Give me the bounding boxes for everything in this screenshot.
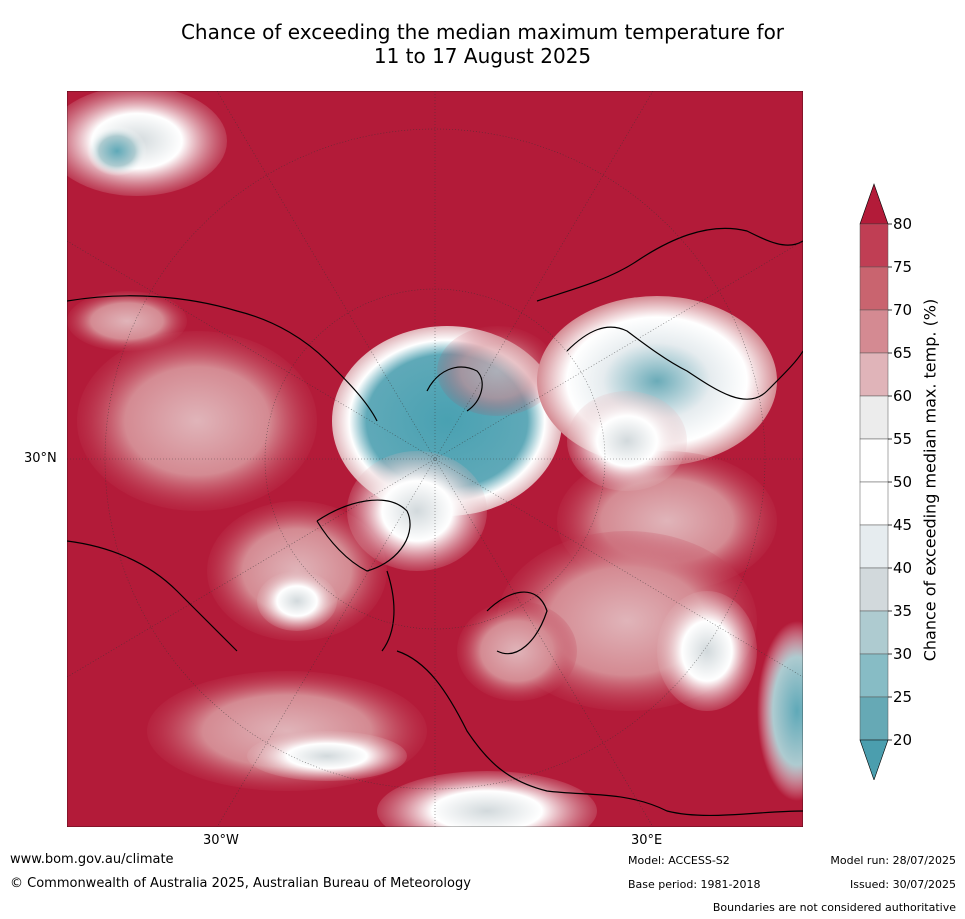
colorbar-swatch — [859, 696, 889, 741]
colorbar-swatch — [859, 223, 889, 268]
region-north-america — [77, 331, 317, 511]
colorbar-tick-label: 60 — [893, 387, 912, 405]
colorbar-top-arrow — [859, 183, 889, 225]
copyright-text: © Commonwealth of Australia 2025, Austra… — [10, 876, 471, 891]
colorbar-swatch — [859, 653, 889, 698]
colorbar-tick-label: 45 — [893, 516, 912, 534]
colorbar-tick-label: 65 — [893, 344, 912, 362]
colorbar-swatch — [859, 481, 889, 526]
website-link[interactable]: www.bom.gov.au/climate — [10, 852, 174, 867]
region-europe — [457, 601, 577, 701]
colorbar-tick-label: 35 — [893, 602, 912, 620]
title-line-2: 11 to 17 August 2025 — [373, 44, 592, 68]
base-period-text: Base period: 1981-2018 — [628, 878, 761, 891]
colorbar-swatch — [859, 610, 889, 655]
issued-text: Issued: 30/07/2025 — [849, 878, 956, 891]
colorbar-tick-label: 20 — [893, 731, 912, 749]
map-title: Chance of exceeding the median maximum t… — [0, 20, 965, 68]
colorbar: 80 75 70 65 60 55 50 45 40 35 30 25 20 — [859, 183, 912, 780]
coastlines — [67, 227, 803, 817]
colorbar-tick-label: 40 — [893, 559, 912, 577]
lat-label-30n: 30°N — [24, 451, 57, 466]
model-text: Model: ACCESS-S2 — [628, 854, 730, 867]
colorbar-tick-label: 75 — [893, 258, 912, 276]
colorbar-swatch — [859, 266, 889, 311]
colorbar-bottom-arrow — [859, 739, 889, 780]
colorbar-ticks: 80 75 70 65 60 55 50 45 40 35 30 25 20 — [888, 215, 912, 749]
region-north-africa — [377, 771, 597, 827]
colorbar-swatch — [859, 567, 889, 612]
graticule — [67, 91, 803, 827]
forecast-map — [67, 91, 803, 827]
colorbar-tick-label: 70 — [893, 301, 912, 319]
colorbar-swatches — [859, 183, 889, 780]
model-run-text: Model run: 28/07/2025 — [830, 854, 956, 867]
lon-label-30e: 30°E — [631, 833, 663, 848]
colorbar-swatch — [859, 395, 889, 440]
colorbar-tick-label: 50 — [893, 473, 912, 491]
colorbar-tick-label: 30 — [893, 645, 912, 663]
colorbar-swatch — [859, 438, 889, 483]
colorbar-swatch — [859, 524, 889, 569]
title-line-1: Chance of exceeding the median maximum t… — [180, 20, 785, 44]
colorbar-title: Chance of exceeding median max. temp. (%… — [920, 298, 940, 662]
colorbar-tick-label: 55 — [893, 430, 912, 448]
lon-label-30w: 30°W — [203, 833, 239, 848]
colorbar-tick-label: 25 — [893, 688, 912, 706]
colorbar-tick-label: 80 — [893, 215, 912, 233]
colorbar-swatch — [859, 309, 889, 354]
colorbar-swatch — [859, 352, 889, 397]
disclaimer-text: Boundaries are not considered authoritat… — [712, 901, 956, 914]
